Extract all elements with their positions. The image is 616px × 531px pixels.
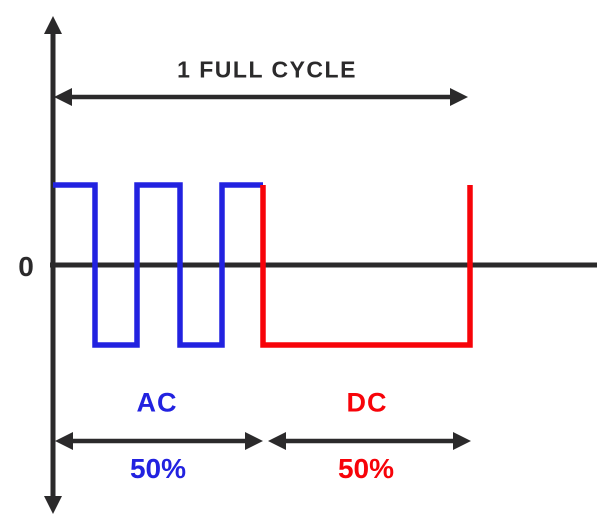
zero-label: 0 (18, 251, 34, 282)
dc-percent-label: 50% (337, 453, 395, 484)
dc-duration-arrow (268, 432, 471, 450)
ac-duration-right-arrowhead-icon (245, 432, 263, 450)
dc-waveform-path (260, 185, 473, 348)
full-cycle-arrow (54, 88, 468, 106)
ac-duration-left-arrowhead-icon (55, 432, 73, 450)
y-axis-up-arrowhead-icon (44, 16, 62, 34)
full-cycle-right-arrowhead-icon (450, 88, 468, 106)
full-cycle-left-arrowhead-icon (54, 88, 72, 106)
ac-label: AC (136, 387, 178, 418)
ac-percent-label: 50% (129, 453, 187, 484)
dc-label: DC (346, 387, 388, 418)
ac-waveform-path (53, 182, 263, 348)
y-axis-down-arrowhead-icon (44, 496, 62, 514)
ac-duration-arrow (55, 432, 263, 450)
dc-duration-left-arrowhead-icon (268, 432, 286, 450)
full-cycle-label: 1 FULL CYCLE (177, 56, 357, 83)
dc-duration-right-arrowhead-icon (453, 432, 471, 450)
